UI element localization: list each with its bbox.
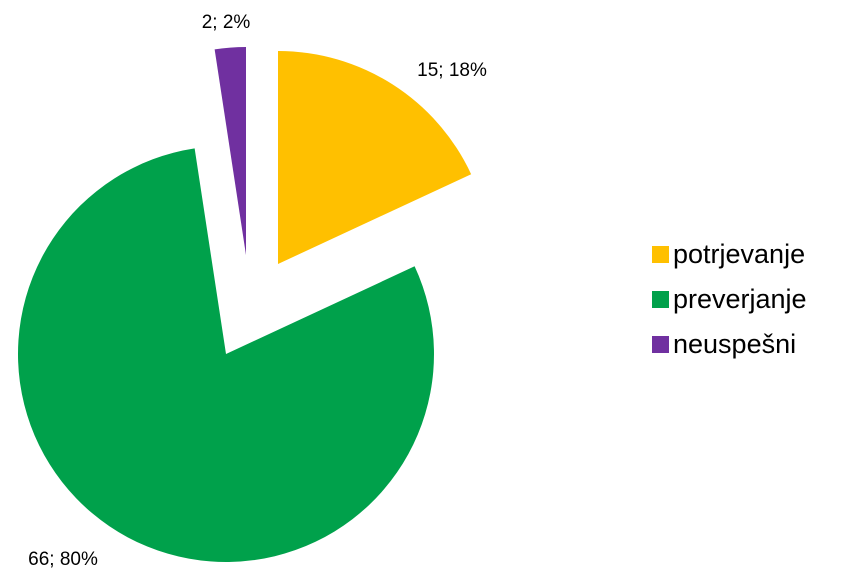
chart-legend: potrjevanje preverjanje neuspešni	[652, 232, 807, 367]
data-label-preverjanje: 66; 80%	[28, 549, 98, 570]
legend-item-neuspesni: neuspešni	[652, 322, 807, 367]
data-label-potrjevanje: 15; 18%	[417, 60, 487, 81]
legend-label-potrjevanje: potrjevanje	[673, 239, 806, 269]
legend-item-preverjanje: preverjanje	[652, 277, 807, 322]
pie-slice-neuspesni	[214, 47, 246, 255]
legend-swatch-potrjevanje	[652, 246, 669, 263]
legend-swatch-preverjanje	[652, 291, 669, 308]
data-label-neuspesni: 2; 2%	[202, 12, 251, 33]
legend-label-neuspesni: neuspešni	[673, 329, 797, 359]
pie-slice-preverjanje	[17, 148, 434, 563]
legend-label-preverjanje: preverjanje	[673, 284, 807, 314]
pie-slice-potrjevanje	[278, 51, 472, 264]
legend-swatch-neuspesni	[652, 336, 669, 353]
legend-item-potrjevanje: potrjevanje	[652, 232, 807, 277]
